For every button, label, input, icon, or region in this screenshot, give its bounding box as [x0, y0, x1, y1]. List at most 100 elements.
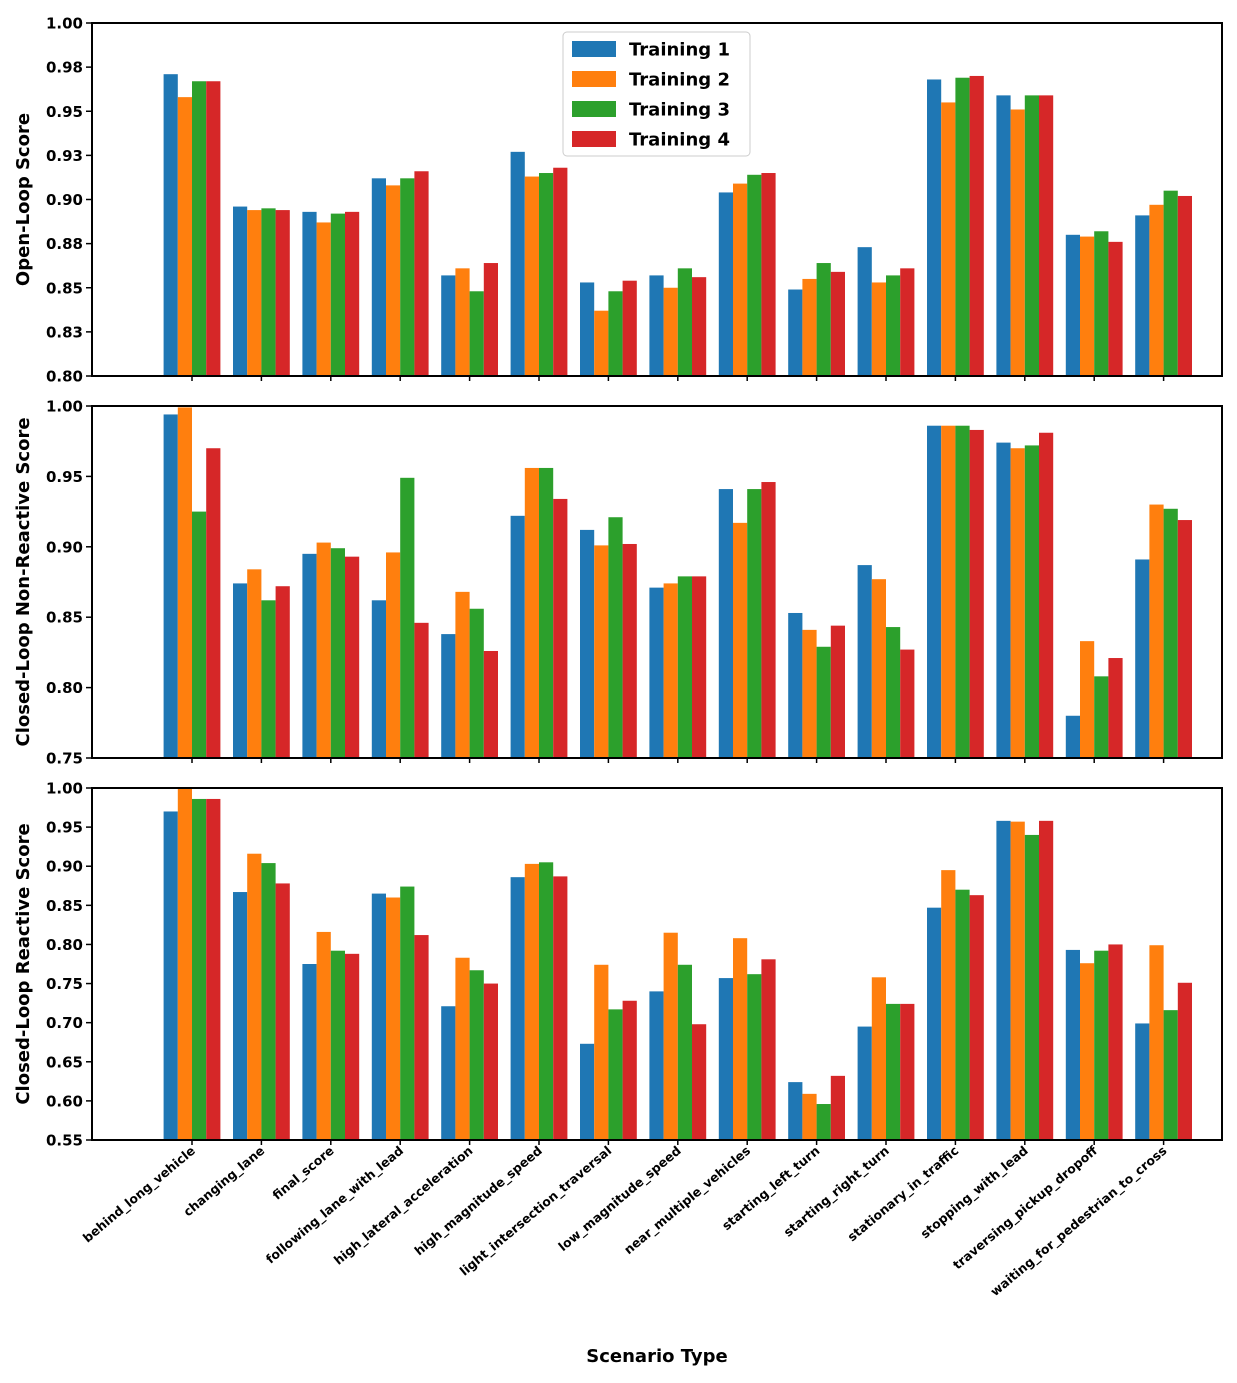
- ytick-label: 0.85: [46, 897, 83, 915]
- bar-p2-s3-stopping_with_lead: [1024, 445, 1039, 758]
- ytick-label: 0.80: [46, 679, 83, 697]
- bar-p3-s3-stationary_in_traffic: [955, 889, 970, 1140]
- bar-p3-s4-low_magnitude_speed: [692, 1024, 707, 1140]
- bar-p1-s4-near_multiple_vehicles: [761, 173, 776, 376]
- bar-p2-s2-light_intersection_traversal: [594, 545, 609, 758]
- legend-label-4: Training 4: [629, 130, 730, 151]
- bar-p3-s4-final_score: [345, 953, 360, 1140]
- legend-label-2: Training 2: [629, 70, 730, 91]
- xtick-label-final_score: final_score: [269, 1143, 337, 1204]
- axes-frame-3: [91, 787, 1223, 1141]
- bar-p1-s3-low_magnitude_speed: [677, 268, 692, 376]
- bar-p3-s3-following_lane_with_lead: [400, 886, 415, 1140]
- bar-p2-s4-traversing_pickup_dropoff: [1108, 658, 1123, 758]
- bar-p1-s3-waiting_for_pedestrian_to_cross: [1163, 190, 1178, 376]
- y-axis-label-1: Open-Loop Score: [13, 113, 34, 286]
- bar-p1-s3-stationary_in_traffic: [955, 77, 970, 376]
- bar-p2-s2-behind_long_vehicle: [177, 407, 192, 758]
- bar-p1-s1-high_magnitude_speed: [510, 151, 525, 376]
- bar-p1-s4-behind_long_vehicle: [206, 81, 221, 376]
- bar-p3-s1-stationary_in_traffic: [927, 907, 942, 1140]
- bar-p2-s1-high_magnitude_speed: [510, 515, 525, 758]
- bar-p2-s3-high_lateral_acceleration: [469, 608, 484, 758]
- bar-p2-s4-starting_right_turn: [900, 649, 915, 758]
- bar-p1-s2-changing_lane: [247, 210, 262, 376]
- bar-p3-s2-starting_left_turn: [802, 1093, 817, 1140]
- bar-p1-s1-behind_long_vehicle: [163, 74, 178, 376]
- bar-p3-s3-high_lateral_acceleration: [469, 970, 484, 1140]
- bar-p1-s3-starting_left_turn: [816, 263, 831, 376]
- bar-p3-s2-traversing_pickup_dropoff: [1080, 963, 1095, 1140]
- bar-p3-s4-high_lateral_acceleration: [483, 983, 498, 1140]
- bar-p2-s2-high_magnitude_speed: [524, 467, 539, 758]
- bar-p3-s2-light_intersection_traversal: [594, 964, 609, 1140]
- bar-p1-s1-traversing_pickup_dropoff: [1065, 234, 1080, 376]
- bar-p2-s4-final_score: [345, 556, 360, 758]
- bar-p1-s1-final_score: [302, 211, 317, 376]
- bar-p1-s3-final_score: [330, 213, 345, 376]
- y-axis-label-2: Closed-Loop Non-Reactive Score: [13, 417, 34, 746]
- bar-p3-s1-light_intersection_traversal: [580, 1043, 595, 1140]
- bar-p1-s1-waiting_for_pedestrian_to_cross: [1135, 215, 1150, 376]
- bar-p1-s2-starting_right_turn: [871, 282, 886, 376]
- bar-p1-s3-near_multiple_vehicles: [747, 174, 762, 376]
- x-axis-label: Scenario Type: [586, 1346, 727, 1367]
- bar-p3-s4-following_lane_with_lead: [414, 935, 429, 1140]
- bar-p3-s4-stopping_with_lead: [1039, 820, 1054, 1140]
- ytick-label: 0.88: [46, 235, 83, 253]
- bar-p1-s4-low_magnitude_speed: [692, 277, 707, 376]
- bar-p2-s4-behind_long_vehicle: [206, 448, 221, 758]
- bar-p3-s2-stopping_with_lead: [1010, 821, 1025, 1140]
- bar-p2-s4-starting_left_turn: [830, 625, 845, 758]
- panels: 0.80 0.83 0.85 0.88 0.90 0.93 0.95 0.98 1.00 Open…: [13, 15, 1223, 1150]
- axes-frame-2: [91, 405, 1223, 759]
- bar-p3-s1-behind_long_vehicle: [163, 811, 178, 1140]
- ytick-label: 0.98: [46, 59, 83, 77]
- bar-p3-s4-high_magnitude_speed: [553, 876, 568, 1140]
- bar-p3-s3-waiting_for_pedestrian_to_cross: [1163, 1010, 1178, 1140]
- bar-p1-s4-starting_left_turn: [830, 271, 845, 376]
- bar-p3-s3-final_score: [330, 950, 345, 1140]
- bar-p3-s3-high_magnitude_speed: [539, 862, 554, 1140]
- bar-p3-s4-near_multiple_vehicles: [761, 959, 776, 1140]
- legend: Training 1 Training 2 Training 3 Training 4: [562, 31, 751, 157]
- bar-p2-s4-stationary_in_traffic: [969, 429, 984, 758]
- bar-p2-s1-stationary_in_traffic: [927, 425, 942, 758]
- bar-p1-s4-high_magnitude_speed: [553, 167, 568, 376]
- bar-p3-s3-stopping_with_lead: [1024, 834, 1039, 1140]
- bar-p2-s3-final_score: [330, 548, 345, 758]
- legend-label-3: Training 3: [629, 100, 730, 121]
- xtick-label-stationary_in_traffic: stationary_in_traffic: [844, 1143, 962, 1245]
- bar-p2-s1-light_intersection_traversal: [580, 529, 595, 758]
- bar-p2-s2-near_multiple_vehicles: [733, 522, 748, 758]
- bar-p2-s1-changing_lane: [233, 583, 248, 758]
- bar-p1-s3-traversing_pickup_dropoff: [1094, 231, 1109, 376]
- bar-p1-s4-starting_right_turn: [900, 268, 915, 376]
- bar-p2-s3-near_multiple_vehicles: [747, 489, 762, 758]
- bar-p1-s3-stopping_with_lead: [1024, 95, 1039, 377]
- bar-p1-s1-changing_lane: [233, 206, 248, 376]
- panel-3: 0.55 0.60 0.65 0.70 0.75 0.80 0.85 0.90 0.95 1.00…: [13, 780, 1223, 1150]
- bar-p3-s4-waiting_for_pedestrian_to_cross: [1177, 982, 1192, 1140]
- xtick-label-following_lane_with_lead: following_lane_with_lead: [263, 1143, 407, 1267]
- bar-p1-s2-stopping_with_lead: [1010, 109, 1025, 377]
- ytick-label: 1.00: [46, 398, 83, 416]
- ytick-label: 0.90: [46, 538, 83, 556]
- xtick-label-near_multiple_vehicles: near_multiple_vehicles: [621, 1143, 754, 1258]
- bar-p2-s4-waiting_for_pedestrian_to_cross: [1177, 520, 1192, 758]
- bar-p3-s3-traversing_pickup_dropoff: [1094, 950, 1109, 1140]
- legend-swatch-3: [572, 101, 616, 117]
- bar-p1-s1-high_lateral_acceleration: [441, 275, 456, 376]
- bar-p1-s4-changing_lane: [275, 210, 290, 376]
- ytick-label: 0.95: [46, 819, 83, 837]
- bar-p3-s4-light_intersection_traversal: [622, 1000, 637, 1140]
- bar-p3-s2-stationary_in_traffic: [941, 870, 956, 1140]
- bar-p3-s3-light_intersection_traversal: [608, 1009, 623, 1140]
- bar-p2-s4-light_intersection_traversal: [622, 543, 637, 758]
- bar-p3-s1-changing_lane: [233, 892, 248, 1140]
- bar-p3-s2-changing_lane: [247, 853, 262, 1140]
- ytick-label: 0.95: [46, 468, 83, 486]
- bar-p2-s2-starting_left_turn: [802, 629, 817, 758]
- bar-p2-s4-low_magnitude_speed: [692, 576, 707, 758]
- bar-p1-s2-stationary_in_traffic: [941, 102, 956, 377]
